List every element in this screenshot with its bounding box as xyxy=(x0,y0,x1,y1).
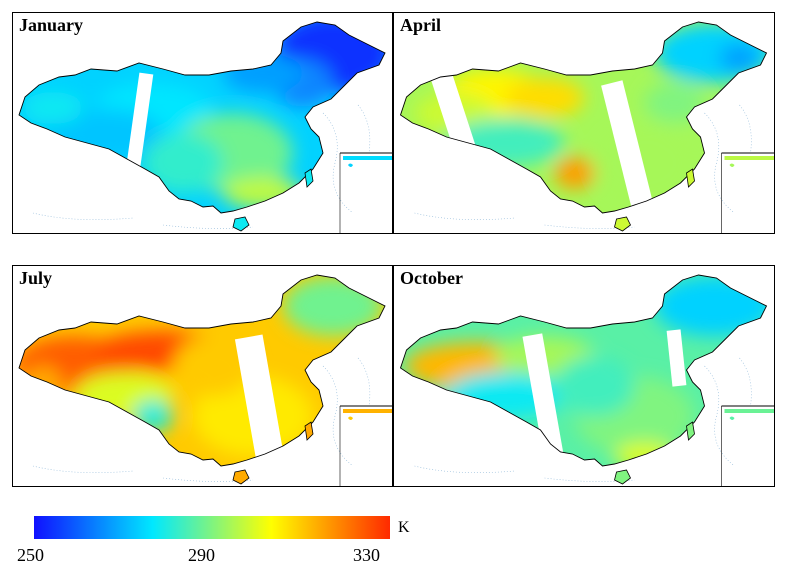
temperature-field xyxy=(19,275,385,466)
south-china-sea-inset xyxy=(339,405,392,486)
taiwan-island xyxy=(304,168,314,188)
hainan-island xyxy=(614,469,632,485)
map-july xyxy=(18,274,392,486)
country-outline xyxy=(18,274,386,467)
temperature-field xyxy=(400,22,767,213)
map-panel-april: April xyxy=(393,12,775,234)
colorbar-tick-label: 330 xyxy=(353,545,380,565)
south-china-sea-inset xyxy=(721,405,774,486)
hainan-island xyxy=(232,469,250,485)
missing-data-swath xyxy=(234,334,286,466)
taiwan-island xyxy=(304,421,314,441)
map-panel-january: January xyxy=(12,12,393,234)
map-october xyxy=(399,274,774,486)
country-outline xyxy=(399,274,768,467)
country-outline xyxy=(399,21,768,214)
south-china-sea-inset xyxy=(721,152,774,233)
panel-title: January xyxy=(19,15,84,35)
colorbar-tick-label: 250 xyxy=(17,545,44,565)
temperature-region xyxy=(554,356,635,416)
map-january xyxy=(18,21,392,233)
colorbar xyxy=(34,516,390,539)
taiwan-island xyxy=(686,168,695,188)
panel-title: October xyxy=(400,268,463,288)
panel-title: July xyxy=(19,268,53,288)
hainan-island xyxy=(232,216,250,232)
missing-data-swath xyxy=(522,333,567,466)
colorbar-unit: K xyxy=(398,519,410,536)
temperature-region xyxy=(133,400,173,432)
temperature-region xyxy=(223,53,303,93)
temperature-field xyxy=(19,22,385,213)
temperature-region xyxy=(504,78,585,118)
temperature-region xyxy=(614,442,675,466)
temperature-region xyxy=(223,177,303,209)
map-april xyxy=(399,21,774,233)
temperature-field xyxy=(400,275,767,466)
hainan-island xyxy=(614,216,632,232)
map-panel-july: July xyxy=(12,265,393,487)
colorbar-tick-label: 290 xyxy=(188,545,215,565)
missing-data-swath xyxy=(666,329,687,387)
temperature-region xyxy=(283,276,383,336)
temperature-region xyxy=(644,83,705,123)
country-outline xyxy=(18,21,386,214)
temperature-region xyxy=(654,276,767,336)
taiwan-island xyxy=(686,421,695,441)
map-panel-october: October xyxy=(393,265,775,487)
temperature-region xyxy=(143,133,223,193)
temperature-region xyxy=(719,44,760,72)
missing-data-swath xyxy=(601,80,654,212)
south-china-sea-inset xyxy=(339,152,392,233)
temperature-region xyxy=(554,157,595,189)
panel-title: April xyxy=(400,15,442,35)
temperature-region xyxy=(173,336,253,396)
temperature-region xyxy=(23,92,83,124)
